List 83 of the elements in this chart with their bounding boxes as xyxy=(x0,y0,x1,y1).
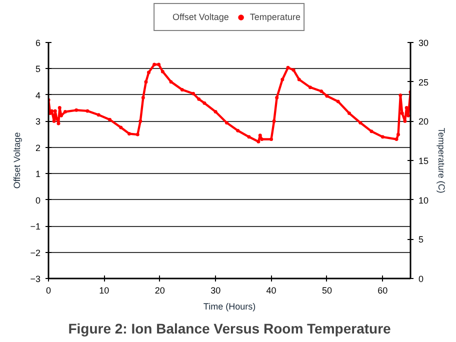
y-axis-title: Offset Voltage xyxy=(12,132,22,189)
point xyxy=(152,62,156,66)
y-tick-label: −1 xyxy=(30,222,41,232)
text: Offset Voltage xyxy=(172,12,229,22)
y2-tick-label: 30 xyxy=(418,38,429,48)
legend-label: Temperature xyxy=(250,12,300,22)
point xyxy=(53,109,57,113)
point xyxy=(347,112,351,116)
y-tick-label: 4 xyxy=(35,90,41,100)
y2-tick-label: 0 xyxy=(418,274,424,284)
point xyxy=(144,80,148,84)
point xyxy=(370,130,374,134)
point xyxy=(280,78,284,82)
point xyxy=(146,70,150,74)
point xyxy=(292,68,296,72)
point xyxy=(56,122,60,126)
point xyxy=(325,94,329,98)
point xyxy=(394,138,398,142)
x-tick-label: 40 xyxy=(266,286,276,296)
point xyxy=(197,97,201,101)
point xyxy=(52,119,56,123)
x-tick-label: 20 xyxy=(154,286,165,296)
x-tick-label: 10 xyxy=(99,286,110,296)
point xyxy=(136,132,140,136)
y2-tick-label: 25 xyxy=(418,77,429,88)
point xyxy=(358,120,362,124)
point xyxy=(169,80,173,84)
x-tick-label: 50 xyxy=(322,286,332,296)
point xyxy=(270,138,274,142)
point xyxy=(128,132,132,136)
text: Figure 2: Ion Balance Versus Room Temperature xyxy=(68,320,392,336)
point xyxy=(275,96,279,100)
point xyxy=(214,110,218,114)
point xyxy=(86,109,90,113)
y-tick-label: −3 xyxy=(30,274,41,284)
point xyxy=(272,119,276,123)
point xyxy=(236,128,240,132)
x-tick-label: 30 xyxy=(210,286,221,296)
point xyxy=(308,86,312,90)
y-tick-label: −2 xyxy=(30,248,41,258)
x-axis-title: Time (Hours) xyxy=(203,302,256,312)
point xyxy=(63,110,67,114)
x-tick-label: 0 xyxy=(46,286,52,296)
point xyxy=(74,108,78,112)
point xyxy=(380,135,384,139)
point xyxy=(58,106,62,110)
point xyxy=(404,106,408,110)
y2-tick-label: 10 xyxy=(418,195,429,206)
y-tick-label: 2 xyxy=(35,142,41,153)
point xyxy=(260,138,264,142)
point xyxy=(336,100,340,104)
point xyxy=(320,90,324,94)
point xyxy=(256,140,260,144)
point xyxy=(180,88,184,92)
y2-tick-label: 15 xyxy=(418,156,429,166)
y2-axis-title: Temperature (C) xyxy=(436,128,447,194)
point xyxy=(258,134,262,138)
y-tick-label: 1 xyxy=(35,169,41,180)
point xyxy=(160,70,164,74)
point xyxy=(192,92,196,96)
point xyxy=(398,93,402,97)
point xyxy=(138,119,142,123)
point xyxy=(96,113,100,117)
point xyxy=(297,78,301,82)
y-tick-label: 0 xyxy=(35,195,41,206)
point xyxy=(202,101,206,105)
point xyxy=(286,66,290,70)
point xyxy=(247,135,251,139)
y-tick-label: 5 xyxy=(35,64,41,74)
point xyxy=(224,120,228,124)
point xyxy=(50,109,54,113)
point xyxy=(403,119,407,123)
point xyxy=(157,62,161,66)
y2-tick-label: 20 xyxy=(418,116,429,127)
point xyxy=(400,112,404,116)
point xyxy=(141,96,145,100)
y-tick-label: 3 xyxy=(35,116,41,127)
point xyxy=(119,126,123,130)
point xyxy=(108,118,112,122)
point xyxy=(396,132,400,136)
y-tick-label: 6 xyxy=(35,38,41,48)
x-tick-label: 60 xyxy=(378,286,388,296)
y2-tick-label: 5 xyxy=(418,234,424,245)
